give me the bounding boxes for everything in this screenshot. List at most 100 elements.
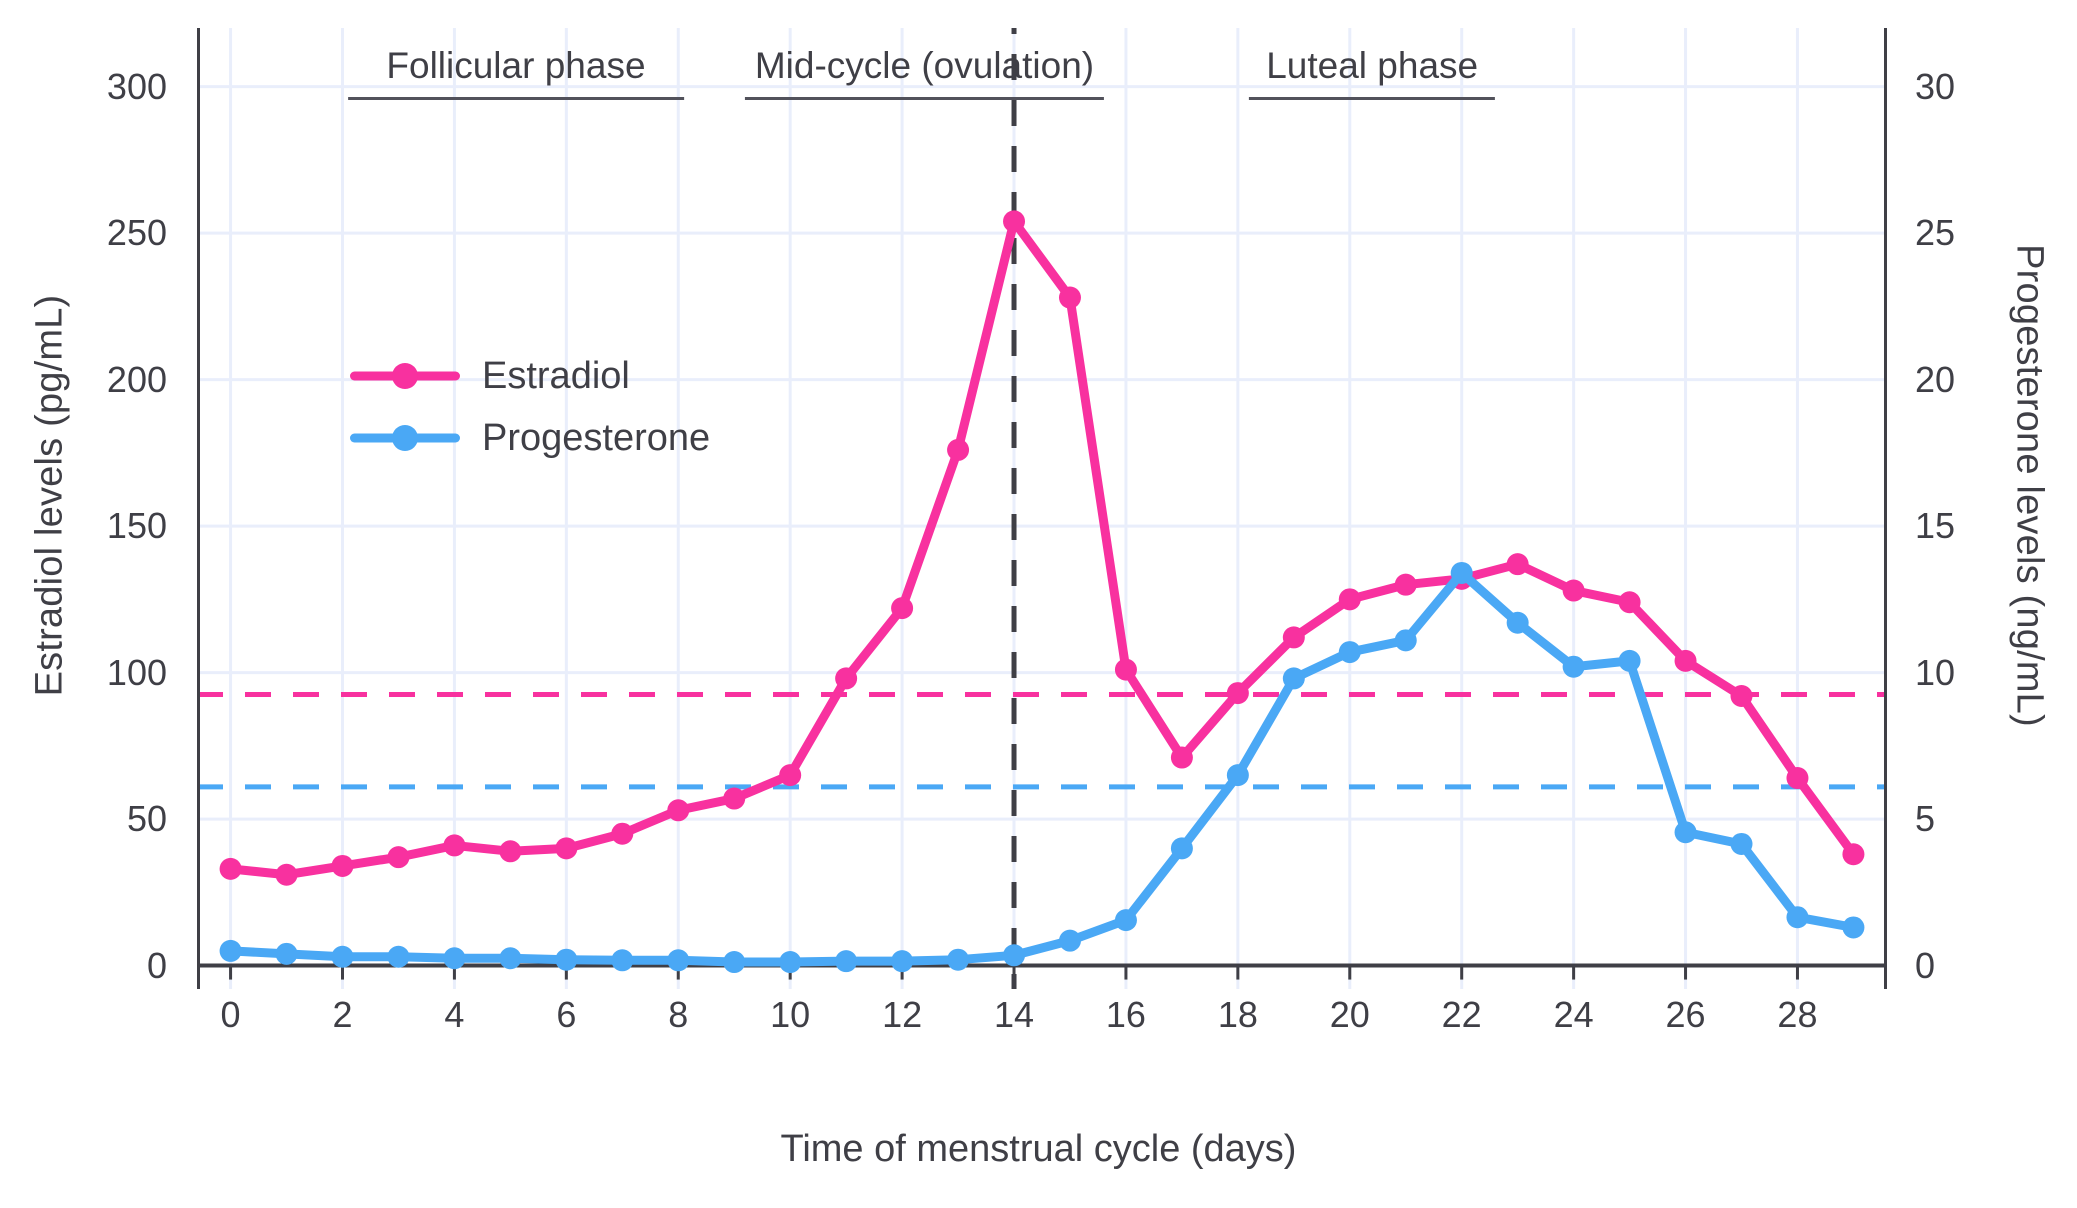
data-point[interactable] (1114, 909, 1137, 932)
data-point[interactable] (1674, 821, 1697, 844)
x-axis-tick-label: 8 (668, 993, 689, 1035)
data-point[interactable] (1842, 843, 1865, 866)
x-axis-tick-label: 14 (993, 993, 1035, 1035)
plot-area (197, 28, 1887, 989)
data-point[interactable] (1003, 944, 1026, 967)
data-point[interactable] (611, 949, 634, 972)
legend-label-estradiol: Estradiol (482, 354, 630, 397)
data-point[interactable] (1394, 573, 1417, 596)
data-point[interactable] (1618, 591, 1641, 614)
y-axis-left-tick-label: 200 (106, 358, 167, 400)
data-point[interactable] (1562, 655, 1585, 678)
data-point[interactable] (555, 837, 578, 860)
legend-item-estradiol[interactable]: Estradiol (350, 345, 710, 407)
data-point[interactable] (1394, 629, 1417, 652)
data-point[interactable] (891, 950, 914, 973)
data-point[interactable] (275, 863, 298, 886)
x-axis-tick-label: 16 (1105, 993, 1146, 1035)
x-axis-tick-label: 26 (1665, 993, 1706, 1035)
data-point[interactable] (891, 597, 914, 620)
y-axis-right-tick-label: 25 (1915, 212, 1956, 254)
y-axis-left-tick-label: 150 (106, 505, 167, 547)
data-point[interactable] (1506, 553, 1529, 576)
series-line-estradiol (226, 216, 1858, 880)
y-axis-left-tick-label: 0 (146, 944, 167, 986)
data-point[interactable] (443, 834, 466, 857)
data-point[interactable] (835, 950, 858, 973)
data-point[interactable] (1170, 746, 1193, 769)
x-axis-tick-label: 12 (882, 993, 923, 1035)
data-point[interactable] (667, 949, 690, 972)
data-point[interactable] (947, 438, 970, 461)
x-axis-tick-label: 28 (1777, 993, 1818, 1035)
data-point[interactable] (1226, 764, 1249, 787)
data-point[interactable] (1338, 588, 1361, 611)
data-point[interactable] (1058, 286, 1081, 309)
data-point[interactable] (723, 951, 746, 974)
data-point[interactable] (499, 947, 522, 970)
data-point[interactable] (1338, 641, 1361, 664)
x-axis-tick-label: 2 (332, 993, 353, 1035)
y-axis-right-title: Progesterone levels (ng/mL) (2008, 244, 2051, 727)
series-markers-progesterone (219, 561, 1865, 974)
y-axis-right-tick-label: 10 (1915, 651, 1956, 693)
data-point[interactable] (443, 947, 466, 970)
data-point[interactable] (1786, 906, 1809, 929)
legend-swatch-progesterone (350, 425, 460, 451)
phase-label: Follicular phase (386, 44, 646, 86)
data-point[interactable] (1730, 685, 1753, 708)
data-point[interactable] (1674, 649, 1697, 672)
data-point[interactable] (275, 942, 298, 965)
x-axis-tick-label: 0 (220, 993, 241, 1035)
data-point[interactable] (1282, 667, 1305, 690)
data-point[interactable] (1170, 837, 1193, 860)
data-point[interactable] (611, 822, 634, 845)
data-point[interactable] (331, 945, 354, 968)
y-axis-right-tick-label: 15 (1915, 505, 1956, 547)
data-point[interactable] (1450, 561, 1473, 584)
phase-underline (745, 96, 1104, 100)
data-point[interactable] (1003, 210, 1026, 233)
data-point[interactable] (387, 945, 410, 968)
data-point[interactable] (1114, 658, 1137, 681)
data-point[interactable] (1618, 649, 1641, 672)
data-point[interactable] (1226, 682, 1249, 705)
data-point[interactable] (555, 948, 578, 971)
x-axis-tick-label: 24 (1553, 993, 1594, 1035)
data-point[interactable] (387, 846, 410, 869)
x-axis-tickmarks (229, 965, 1799, 980)
chart-legend: Estradiol Progesterone (350, 345, 710, 469)
data-point[interactable] (1730, 832, 1753, 855)
data-point[interactable] (723, 787, 746, 810)
data-point[interactable] (947, 948, 970, 971)
legend-item-progesterone[interactable]: Progesterone (350, 407, 710, 469)
data-point[interactable] (1282, 626, 1305, 649)
data-point[interactable] (1786, 767, 1809, 790)
x-axis-tick-label: 20 (1329, 993, 1370, 1035)
phase-label: Mid-cycle (ovulation) (754, 44, 1095, 86)
x-axis-tick-label: 18 (1217, 993, 1258, 1035)
x-axis-tick-label: 6 (556, 993, 577, 1035)
data-point[interactable] (835, 667, 858, 690)
phase-annotation-mid-cycle-ovulation: Mid-cycle (ovulation) (745, 44, 1104, 100)
y-axis-right-tick-label: 0 (1915, 944, 1936, 986)
data-point[interactable] (1842, 916, 1865, 939)
data-point[interactable] (331, 854, 354, 877)
data-point[interactable] (779, 764, 802, 787)
data-point[interactable] (1562, 579, 1585, 602)
data-point[interactable] (779, 951, 802, 974)
legend-label-progesterone: Progesterone (482, 416, 711, 459)
data-point[interactable] (219, 939, 242, 962)
data-point[interactable] (667, 799, 690, 822)
phase-underline (348, 96, 684, 100)
plot-canvas (197, 28, 1887, 989)
data-point[interactable] (1058, 929, 1081, 952)
x-axis-tick-label: 4 (444, 993, 465, 1035)
series-line-progesterone (226, 568, 1858, 967)
data-point[interactable] (499, 840, 522, 863)
data-point[interactable] (1506, 611, 1529, 634)
data-point[interactable] (219, 857, 242, 880)
phase-annotation-luteal-phase: Luteal phase (1249, 45, 1496, 100)
y-axis-left-tick-label: 50 (126, 798, 167, 840)
